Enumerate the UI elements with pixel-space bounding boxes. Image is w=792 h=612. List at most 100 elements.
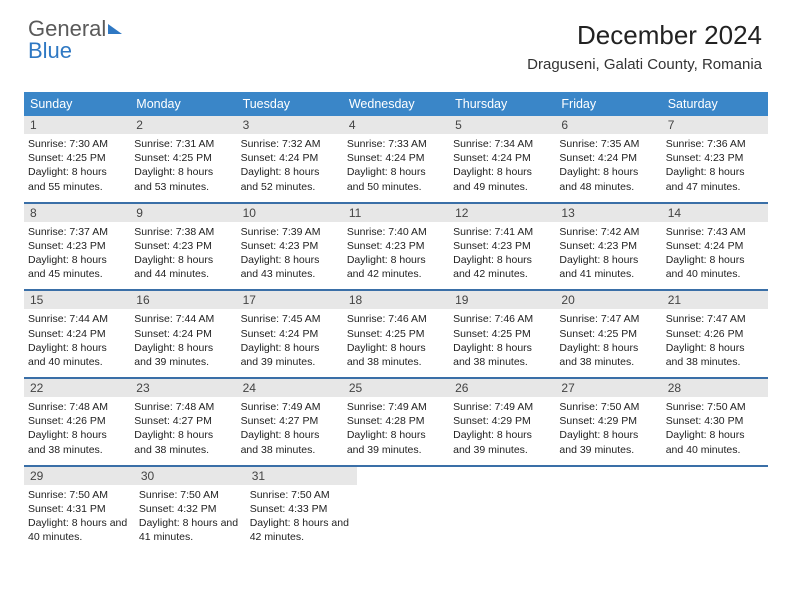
day-cell: 16 Sunrise: 7:44 AMSunset: 4:24 PMDayligh… bbox=[130, 291, 236, 377]
day-details: Sunrise: 7:37 AMSunset: 4:23 PMDaylight:… bbox=[28, 225, 126, 282]
day-details: Sunrise: 7:33 AMSunset: 4:24 PMDaylight:… bbox=[347, 137, 445, 194]
day-details: Sunrise: 7:48 AMSunset: 4:27 PMDaylight:… bbox=[134, 400, 232, 457]
day-details: Sunrise: 7:44 AMSunset: 4:24 PMDaylight:… bbox=[134, 312, 232, 369]
day-cell: 23 Sunrise: 7:48 AMSunset: 4:27 PMDayligh… bbox=[130, 379, 236, 465]
day-cell: 15 Sunrise: 7:44 AMSunset: 4:24 PMDayligh… bbox=[24, 291, 130, 377]
day-number: 29 bbox=[24, 467, 135, 485]
day-cell: 17 Sunrise: 7:45 AMSunset: 4:24 PMDayligh… bbox=[237, 291, 343, 377]
day-cell: 14 Sunrise: 7:43 AMSunset: 4:24 PMDayligh… bbox=[662, 204, 768, 290]
day-details: Sunrise: 7:49 AMSunset: 4:28 PMDaylight:… bbox=[347, 400, 445, 457]
day-number: 18 bbox=[343, 291, 449, 309]
day-details: Sunrise: 7:44 AMSunset: 4:24 PMDaylight:… bbox=[28, 312, 126, 369]
day-number: 19 bbox=[449, 291, 555, 309]
day-number: 10 bbox=[237, 204, 343, 222]
day-details: Sunrise: 7:50 AMSunset: 4:32 PMDaylight:… bbox=[139, 488, 242, 545]
day-number: 17 bbox=[237, 291, 343, 309]
day-cell: 2Sunrise: 7:31 AMSunset: 4:25 PMDaylight… bbox=[130, 116, 236, 202]
day-details: Sunrise: 7:36 AMSunset: 4:23 PMDaylight:… bbox=[666, 137, 764, 194]
day-details: Sunrise: 7:35 AMSunset: 4:24 PMDaylight:… bbox=[559, 137, 657, 194]
day-details: Sunrise: 7:50 AMSunset: 4:29 PMDaylight:… bbox=[559, 400, 657, 457]
day-number: 6 bbox=[555, 116, 661, 134]
day-cell: 9Sunrise: 7:38 AMSunset: 4:23 PMDaylight… bbox=[130, 204, 236, 290]
empty-cell bbox=[357, 467, 460, 553]
day-number: 5 bbox=[449, 116, 555, 134]
day-number: 15 bbox=[24, 291, 130, 309]
day-number: 8 bbox=[24, 204, 130, 222]
day-number: 25 bbox=[343, 379, 449, 397]
calendar-grid: SundayMondayTuesdayWednesdayThursdayFrid… bbox=[24, 92, 768, 552]
day-cell: 20 Sunrise: 7:47 AMSunset: 4:25 PMDayligh… bbox=[555, 291, 661, 377]
day-header: Sunday bbox=[24, 92, 130, 116]
day-cell: 28 Sunrise: 7:50 AMSunset: 4:30 PMDayligh… bbox=[662, 379, 768, 465]
logo: General Blue bbox=[28, 18, 122, 62]
day-number: 23 bbox=[130, 379, 236, 397]
day-number: 14 bbox=[662, 204, 768, 222]
day-cell: 8 Sunrise: 7:37 AMSunset: 4:23 PMDaylight… bbox=[24, 204, 130, 290]
empty-cell bbox=[562, 467, 665, 553]
day-details: Sunrise: 7:47 AMSunset: 4:25 PMDaylight:… bbox=[559, 312, 657, 369]
day-header: Saturday bbox=[662, 92, 768, 116]
day-number: 12 bbox=[449, 204, 555, 222]
day-details: Sunrise: 7:42 AMSunset: 4:23 PMDaylight:… bbox=[559, 225, 657, 282]
day-number: 22 bbox=[24, 379, 130, 397]
day-details: Sunrise: 7:43 AMSunset: 4:24 PMDaylight:… bbox=[666, 225, 764, 282]
logo-mark-icon bbox=[108, 24, 122, 34]
day-cell: 25 Sunrise: 7:49 AMSunset: 4:28 PMDayligh… bbox=[343, 379, 449, 465]
empty-cell bbox=[459, 467, 562, 553]
day-details: Sunrise: 7:32 AMSunset: 4:24 PMDaylight:… bbox=[241, 137, 339, 194]
day-number: 1 bbox=[24, 116, 130, 134]
day-cell: 22 Sunrise: 7:48 AMSunset: 4:26 PMDayligh… bbox=[24, 379, 130, 465]
day-details: Sunrise: 7:48 AMSunset: 4:26 PMDaylight:… bbox=[28, 400, 126, 457]
empty-cell bbox=[665, 467, 768, 553]
page-title: December 2024 bbox=[577, 20, 762, 51]
day-cell: 10 Sunrise: 7:39 AMSunset: 4:23 PMDayligh… bbox=[237, 204, 343, 290]
day-cell: 29Sunrise: 7:50 AMSunset: 4:31 PMDayligh… bbox=[24, 467, 135, 553]
day-cell: 13 Sunrise: 7:42 AMSunset: 4:23 PMDayligh… bbox=[555, 204, 661, 290]
day-number: 4 bbox=[343, 116, 449, 134]
day-cell: 18 Sunrise: 7:46 AMSunset: 4:25 PMDayligh… bbox=[343, 291, 449, 377]
day-details: Sunrise: 7:45 AMSunset: 4:24 PMDaylight:… bbox=[241, 312, 339, 369]
day-number: 28 bbox=[662, 379, 768, 397]
day-number: 13 bbox=[555, 204, 661, 222]
day-details: Sunrise: 7:49 AMSunset: 4:29 PMDaylight:… bbox=[453, 400, 551, 457]
day-details: Sunrise: 7:39 AMSunset: 4:23 PMDaylight:… bbox=[241, 225, 339, 282]
day-number: 21 bbox=[662, 291, 768, 309]
week-row: 1 Sunrise: 7:30 AMSunset: 4:25 PMDaylight… bbox=[24, 116, 768, 204]
day-cell: 5 Sunrise: 7:34 AMSunset: 4:24 PMDaylight… bbox=[449, 116, 555, 202]
week-row: 22 Sunrise: 7:48 AMSunset: 4:26 PMDayligh… bbox=[24, 379, 768, 467]
day-number: 9 bbox=[130, 204, 236, 222]
day-details: Sunrise: 7:47 AMSunset: 4:26 PMDaylight:… bbox=[666, 312, 764, 369]
day-cell: 1 Sunrise: 7:30 AMSunset: 4:25 PMDaylight… bbox=[24, 116, 130, 202]
day-cell: 19Sunrise: 7:46 AMSunset: 4:25 PMDayligh… bbox=[449, 291, 555, 377]
day-details: Sunrise: 7:49 AMSunset: 4:27 PMDaylight:… bbox=[241, 400, 339, 457]
day-details: Sunrise: 7:50 AMSunset: 4:30 PMDaylight:… bbox=[666, 400, 764, 457]
day-number: 16 bbox=[130, 291, 236, 309]
day-details: Sunrise: 7:34 AMSunset: 4:24 PMDaylight:… bbox=[453, 137, 551, 194]
day-number: 27 bbox=[555, 379, 661, 397]
week-row: 29Sunrise: 7:50 AMSunset: 4:31 PMDayligh… bbox=[24, 467, 768, 553]
week-row: 8 Sunrise: 7:37 AMSunset: 4:23 PMDaylight… bbox=[24, 204, 768, 292]
day-cell: 7Sunrise: 7:36 AMSunset: 4:23 PMDaylight… bbox=[662, 116, 768, 202]
day-header: Thursday bbox=[449, 92, 555, 116]
day-number: 20 bbox=[555, 291, 661, 309]
day-cell: 26Sunrise: 7:49 AMSunset: 4:29 PMDayligh… bbox=[449, 379, 555, 465]
day-details: Sunrise: 7:31 AMSunset: 4:25 PMDaylight:… bbox=[134, 137, 232, 194]
day-cell: 21 Sunrise: 7:47 AMSunset: 4:26 PMDayligh… bbox=[662, 291, 768, 377]
day-details: Sunrise: 7:41 AMSunset: 4:23 PMDaylight:… bbox=[453, 225, 551, 282]
day-cell: 12 Sunrise: 7:41 AMSunset: 4:23 PMDayligh… bbox=[449, 204, 555, 290]
day-cell: 11 Sunrise: 7:40 AMSunset: 4:23 PMDayligh… bbox=[343, 204, 449, 290]
day-cell: 24Sunrise: 7:49 AMSunset: 4:27 PMDayligh… bbox=[237, 379, 343, 465]
day-cell: 27 Sunrise: 7:50 AMSunset: 4:29 PMDayligh… bbox=[555, 379, 661, 465]
day-cell: 30Sunrise: 7:50 AMSunset: 4:32 PMDayligh… bbox=[135, 467, 246, 553]
day-details: Sunrise: 7:30 AMSunset: 4:25 PMDaylight:… bbox=[28, 137, 126, 194]
day-details: Sunrise: 7:50 AMSunset: 4:33 PMDaylight:… bbox=[250, 488, 353, 545]
day-number: 31 bbox=[246, 467, 357, 485]
day-cell: 31 Sunrise: 7:50 AMSunset: 4:33 PMDayligh… bbox=[246, 467, 357, 553]
day-number: 11 bbox=[343, 204, 449, 222]
location-subtitle: Draguseni, Galati County, Romania bbox=[527, 56, 762, 73]
day-cell: 4 Sunrise: 7:33 AMSunset: 4:24 PMDaylight… bbox=[343, 116, 449, 202]
day-header: Wednesday bbox=[343, 92, 449, 116]
day-details: Sunrise: 7:46 AMSunset: 4:25 PMDaylight:… bbox=[347, 312, 445, 369]
day-number: 3 bbox=[237, 116, 343, 134]
day-details: Sunrise: 7:40 AMSunset: 4:23 PMDaylight:… bbox=[347, 225, 445, 282]
